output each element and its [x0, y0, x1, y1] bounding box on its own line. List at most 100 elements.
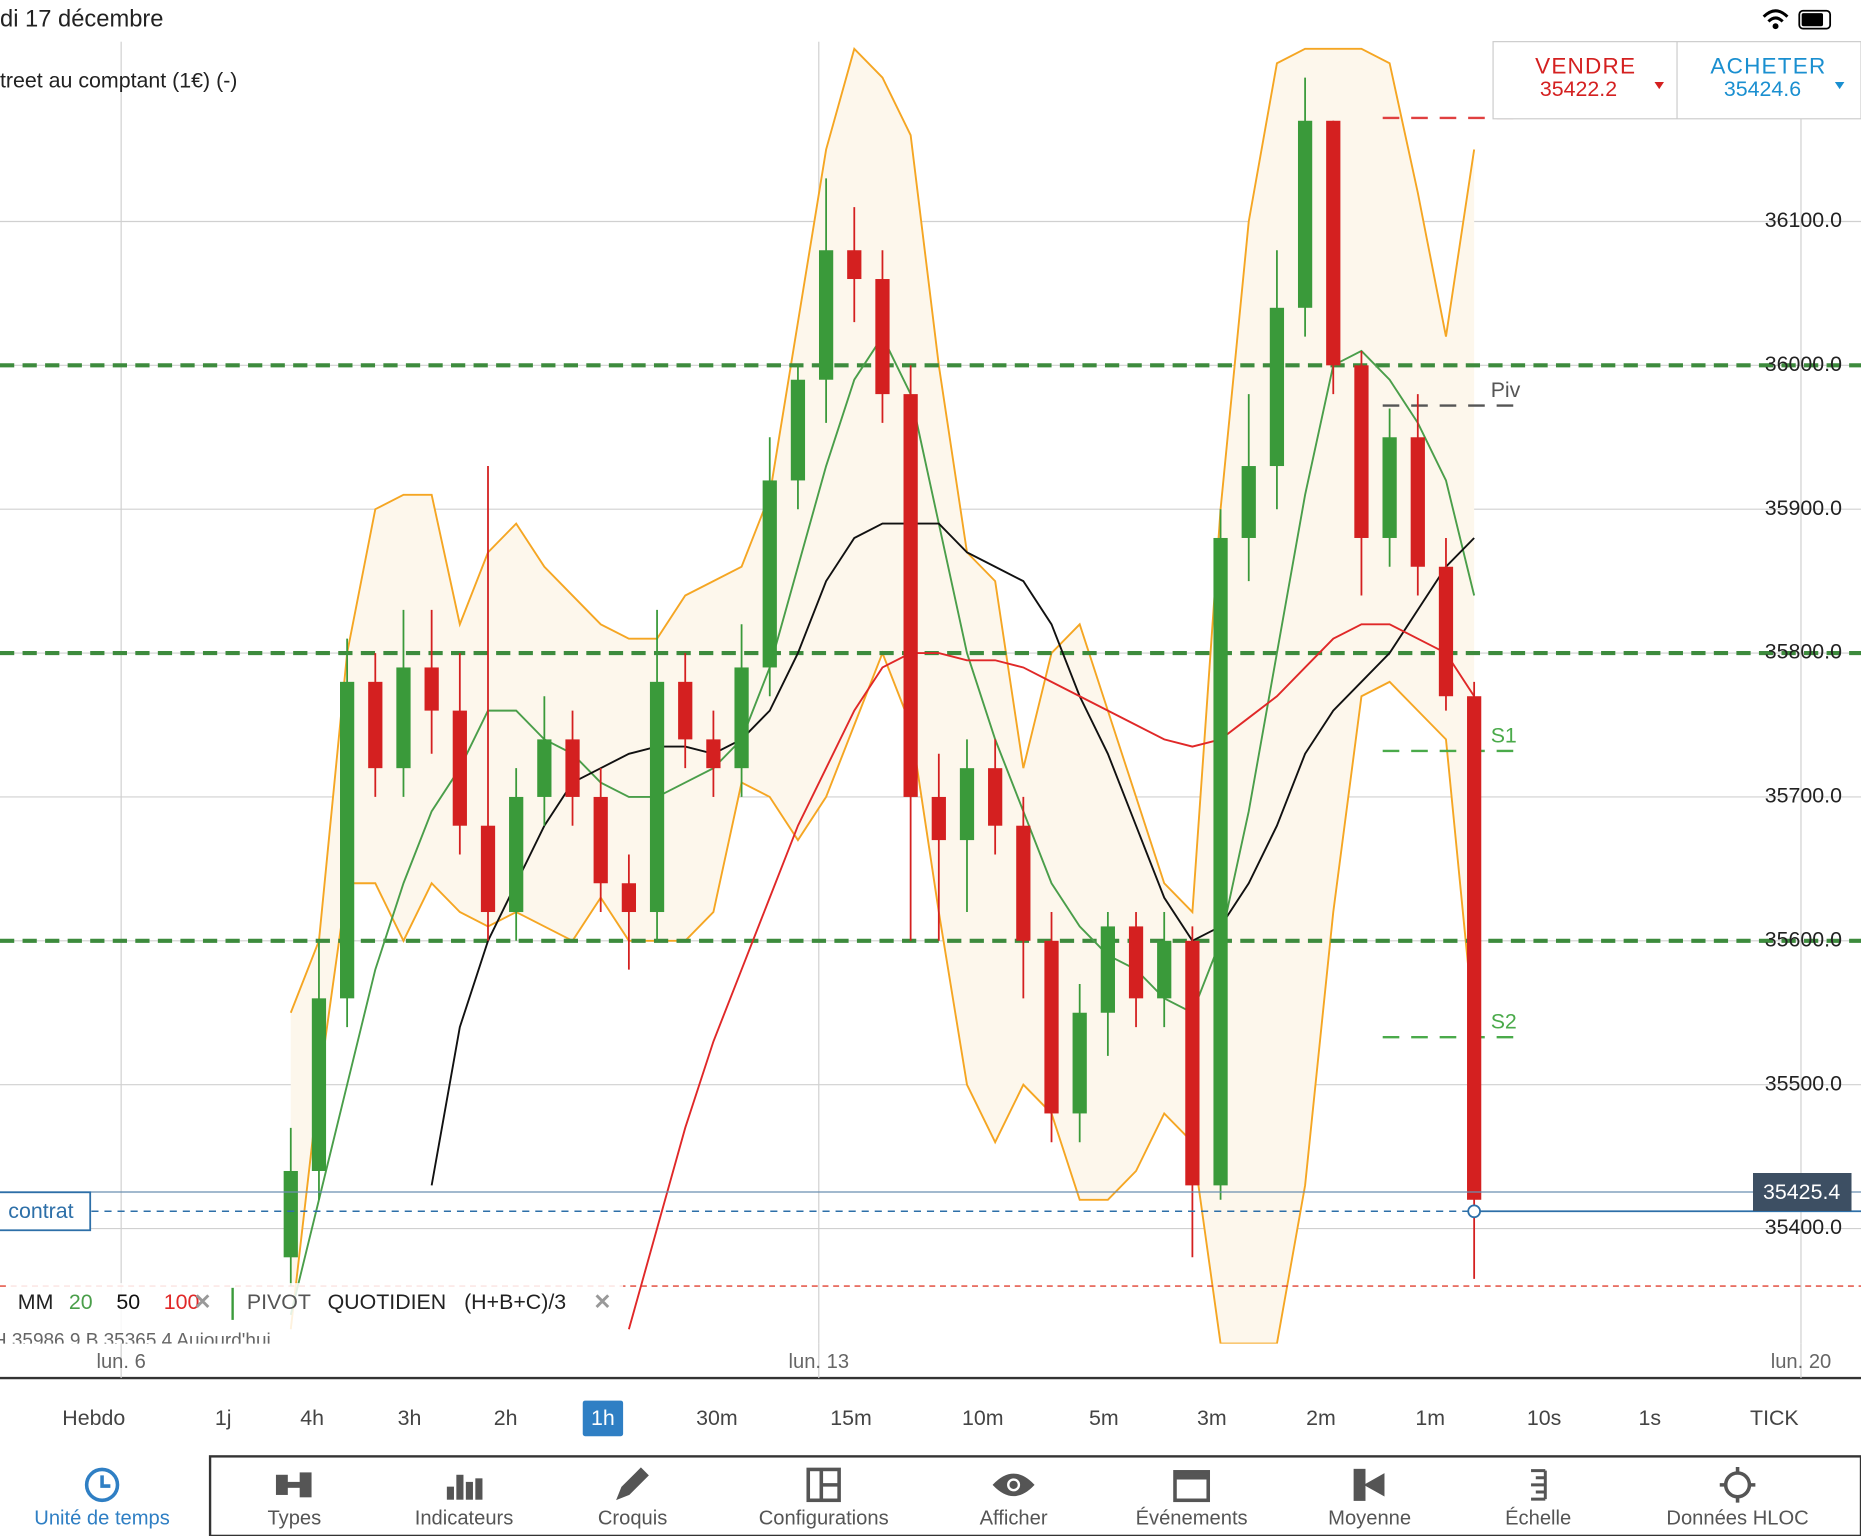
- icon-part: [456, 1474, 464, 1500]
- timeframe[interactable]: TICK: [1750, 1406, 1799, 1430]
- buy-label: ACHETER: [1710, 54, 1826, 79]
- icon-part: [446, 1486, 454, 1500]
- candle-body: [1072, 1012, 1087, 1114]
- icon-part: [84, 1467, 120, 1503]
- toolbar-item[interactable]: Unité de temps: [34, 1467, 170, 1530]
- candle-body: [706, 739, 721, 769]
- candle-body: [509, 796, 524, 913]
- toolbar-label: Échelle: [1505, 1507, 1571, 1530]
- timeframe[interactable]: Hebdo: [62, 1406, 125, 1430]
- candle-body: [790, 379, 806, 481]
- candle-body: [396, 667, 411, 769]
- candle-body: [959, 768, 975, 841]
- legend-close[interactable]: ✕: [193, 1290, 211, 1314]
- legend-close[interactable]: ✕: [593, 1290, 611, 1314]
- pivot-info: H 35986.9 B 35365.4 Aujourd'hui: [0, 1330, 271, 1351]
- candle-body: [988, 768, 1003, 826]
- y-tick-label: 36100.0: [1765, 208, 1842, 232]
- toolbar-item[interactable]: Événements: [1136, 1470, 1248, 1530]
- sell-price: 35422.2: [1540, 77, 1617, 101]
- toolbar-item[interactable]: Échelle: [1505, 1469, 1571, 1530]
- candle-body: [1185, 940, 1200, 1186]
- legend-bg: [5, 1283, 624, 1344]
- icon-part: [100, 1475, 111, 1488]
- toolbar-label: Données HLOC: [1666, 1508, 1808, 1530]
- contract-tag[interactable]: [0, 1191, 92, 1232]
- timeframe[interactable]: 2h: [494, 1406, 518, 1430]
- y-tick-label: 35800.0: [1765, 640, 1842, 664]
- bollinger-band: [290, 48, 1475, 1344]
- candle-body: [678, 681, 693, 740]
- toolbar-icon: [275, 1472, 312, 1498]
- icon-part: [1719, 1467, 1756, 1503]
- candle-body: [1410, 437, 1425, 567]
- candle-body: [1100, 926, 1115, 1013]
- timeframe[interactable]: 4h: [300, 1406, 324, 1430]
- timeframe[interactable]: 10m: [962, 1406, 1004, 1430]
- toolbar-icon: [616, 1467, 649, 1501]
- toolbar-item[interactable]: Configurations: [759, 1467, 889, 1530]
- toolbar-label: Types: [267, 1508, 321, 1530]
- timeframe[interactable]: 10s: [1527, 1406, 1561, 1430]
- y-tick-label: 35600.0: [1765, 927, 1842, 951]
- pivot-label: S2: [1491, 1010, 1517, 1034]
- icon-part: [275, 1474, 288, 1495]
- timeframe[interactable]: 3m: [1197, 1406, 1227, 1430]
- legend-entry[interactable]: 100: [164, 1290, 200, 1314]
- y-tick-label: 35500.0: [1765, 1071, 1842, 1095]
- candle-body: [537, 739, 552, 797]
- toolbar-item[interactable]: Afficher: [980, 1473, 1048, 1530]
- price-tag-label: 35425.4: [1763, 1180, 1840, 1204]
- timeframe-selected[interactable]: [582, 1400, 624, 1437]
- candle-body: [621, 883, 637, 913]
- timeframe[interactable]: 2m: [1306, 1406, 1336, 1430]
- candle-body: [1016, 825, 1031, 941]
- icon-part: [1009, 1480, 1018, 1490]
- toolbar-icon: [1719, 1467, 1756, 1503]
- toolbar-icon: [1173, 1470, 1211, 1503]
- toolbar-icon: [992, 1473, 1035, 1497]
- toolbar-item[interactable]: Croquis: [598, 1467, 667, 1530]
- y-tick-label: 35400.0: [1765, 1215, 1842, 1239]
- icon-part: [1531, 1469, 1547, 1501]
- candle-body: [283, 1170, 298, 1258]
- icon-part: [1363, 1473, 1385, 1497]
- candle-body: [649, 681, 665, 913]
- pivot-legend: (H+B+C)/3: [464, 1290, 566, 1314]
- icon-part: [1174, 1471, 1209, 1480]
- pivot-label: S1: [1491, 723, 1517, 747]
- toolbar-icon: [806, 1467, 841, 1503]
- toolbar-item[interactable]: Indicateurs: [415, 1474, 514, 1530]
- icon-part: [475, 1478, 483, 1500]
- toolbar-item[interactable]: Moyenne: [1328, 1468, 1411, 1530]
- timeframe[interactable]: 1m: [1415, 1406, 1445, 1430]
- candle-body: [1157, 940, 1172, 999]
- candle-body: [1467, 696, 1482, 1200]
- timeframe[interactable]: 1s: [1638, 1406, 1661, 1430]
- timeframe[interactable]: 30m: [696, 1406, 738, 1430]
- timeframe[interactable]: 1j: [215, 1406, 232, 1430]
- timeframe[interactable]: 3h: [398, 1406, 422, 1430]
- pivot-label: Piv: [1491, 378, 1521, 402]
- toolbar-item[interactable]: Types: [267, 1472, 321, 1530]
- timeframe[interactable]: 1h: [591, 1406, 615, 1430]
- legend-entry[interactable]: 20: [69, 1290, 93, 1314]
- timeframe[interactable]: 5m: [1089, 1406, 1119, 1430]
- timeframe[interactable]: 15m: [830, 1406, 872, 1430]
- date: di 17 décembre: [0, 7, 164, 33]
- toolbar-label: Moyenne: [1328, 1508, 1411, 1530]
- icon-part: [465, 1481, 473, 1500]
- candle-body: [565, 739, 580, 797]
- candle-body: [1354, 365, 1369, 538]
- legend-entry[interactable]: 50: [116, 1290, 140, 1314]
- candle-body: [1297, 120, 1313, 308]
- chart: Piv S1 S2: [0, 41, 1861, 1344]
- toolbar-item[interactable]: Données HLOC: [1666, 1467, 1809, 1530]
- price-dot: [1467, 1204, 1481, 1219]
- candle-body: [903, 394, 918, 797]
- toolbar-icon: [1353, 1468, 1385, 1501]
- candle-body: [875, 279, 890, 395]
